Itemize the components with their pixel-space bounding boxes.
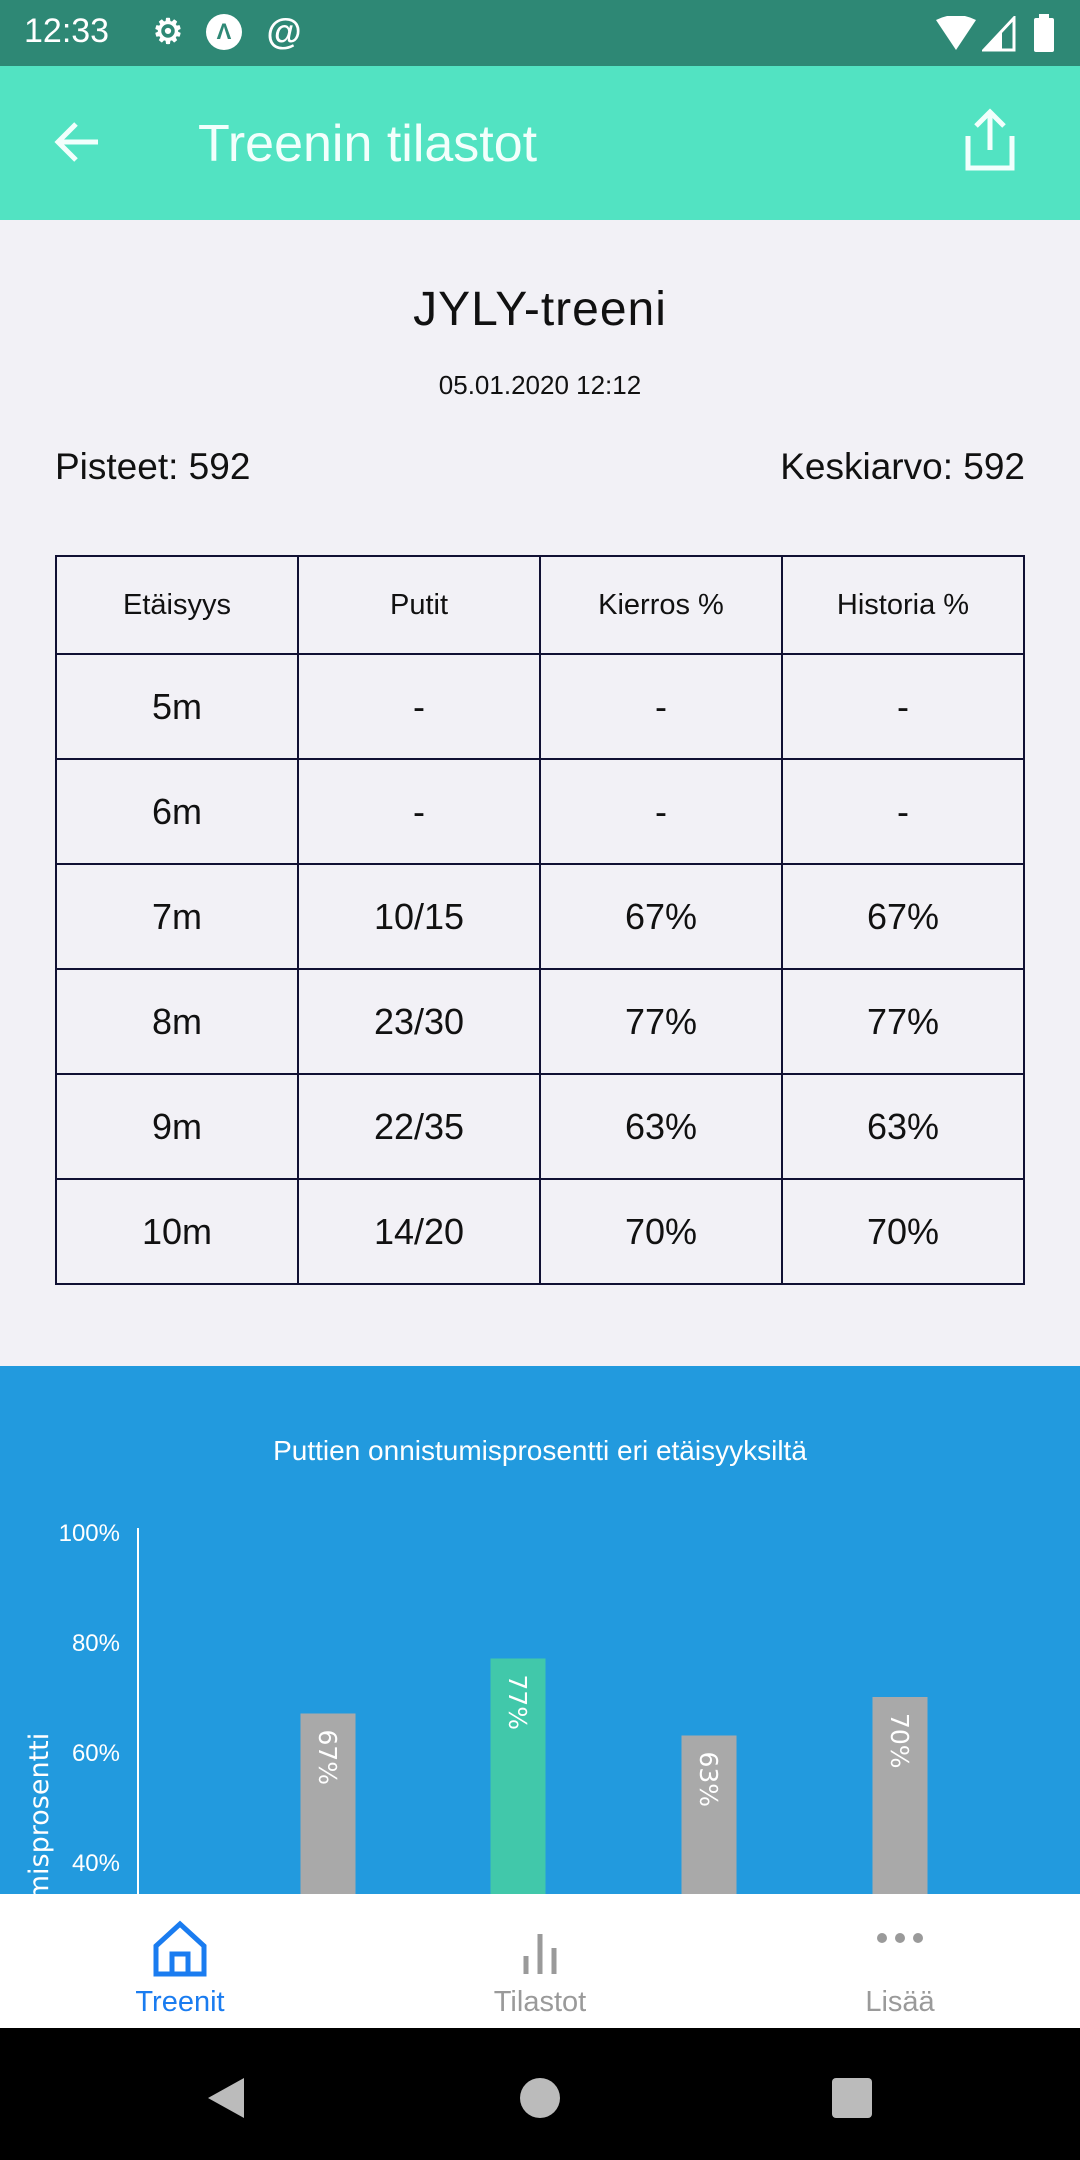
nav-label: Treenit — [135, 1986, 225, 2018]
bar — [490, 1658, 546, 1894]
bar — [872, 1697, 928, 1894]
table-cell: - — [781, 758, 1025, 865]
y-tick-label: 80% — [72, 1630, 120, 1657]
bar-data-label: 70% — [885, 1713, 914, 1769]
table-cell: - — [297, 653, 541, 760]
status-time: 12:33 — [24, 12, 110, 50]
table-cell: - — [539, 653, 783, 760]
a-icon: Λ — [206, 14, 242, 50]
table-cell: 63% — [781, 1073, 1025, 1180]
table-cell: 8m — [55, 968, 299, 1075]
bottom-nav: Treenit Tilastot Lisää — [0, 1894, 1080, 2028]
nav-label: Tilastot — [493, 1986, 587, 2018]
header-cell: Putit — [297, 555, 541, 655]
bar-data-label: 77% — [503, 1675, 532, 1731]
y-tick-label: 60% — [72, 1740, 120, 1767]
table-cell: 22/35 — [297, 1073, 541, 1180]
table-header: Etäisyys Putit Kierros % Historia % — [55, 555, 1025, 655]
success-rate-chart: Puttien onnistumisprosentti eri etäisyyk… — [0, 1366, 1080, 1894]
wifi-icon — [936, 16, 976, 50]
points: Pisteet: 592 — [55, 446, 251, 487]
battery-icon — [1034, 14, 1054, 52]
bar-data-label: 63% — [694, 1752, 723, 1808]
table-row: 5m - - - — [55, 653, 1025, 760]
session-date: 05.01.2020 12:12 — [438, 370, 642, 400]
table-cell: 9m — [55, 1073, 299, 1180]
y-axis-label: Onnistumisprosentti — [24, 1733, 55, 1894]
y-tick-label: 40% — [72, 1850, 120, 1877]
header-cell: Kierros % — [539, 555, 783, 655]
table-cell: 70% — [781, 1178, 1025, 1285]
home-nav-icon[interactable] — [518, 2076, 562, 2120]
table-cell: 77% — [539, 968, 783, 1075]
table-cell: 7m — [55, 863, 299, 970]
recents-nav-icon[interactable] — [830, 2076, 874, 2120]
table-cell: 67% — [781, 863, 1025, 970]
gear-icon: ⚙ — [152, 13, 184, 51]
table-row: 10m 14/20 70% 70% — [55, 1178, 1025, 1285]
system-nav-bar — [0, 2028, 1080, 2160]
table-cell: - — [539, 758, 783, 865]
table-cell: - — [297, 758, 541, 865]
share-icon[interactable] — [960, 106, 1020, 176]
table-cell: 23/30 — [297, 968, 541, 1075]
table-cell: 77% — [781, 968, 1025, 1075]
header-cell: Historia % — [781, 555, 1025, 655]
chart-title: Puttien onnistumisprosentti eri etäisyyk… — [273, 1435, 807, 1466]
back-nav-icon[interactable] — [204, 2076, 248, 2120]
nav-item-tilastot[interactable]: Tilastot — [360, 1894, 720, 2028]
table-row: 9m 22/35 63% 63% — [55, 1073, 1025, 1180]
table-cell: 63% — [539, 1073, 783, 1180]
nav-item-lisaa[interactable]: Lisää — [720, 1894, 1080, 2028]
signal-icon — [982, 16, 1016, 52]
table-cell: 5m — [55, 653, 299, 760]
table-cell: 14/20 — [297, 1178, 541, 1285]
arrow-left-icon[interactable] — [50, 114, 106, 170]
table-cell: 6m — [55, 758, 299, 865]
y-tick-label: 100% — [59, 1520, 120, 1547]
bar — [681, 1735, 737, 1894]
nav-label: Lisää — [865, 1986, 935, 2018]
table-cell: 10/15 — [297, 863, 541, 970]
table-cell: 10m — [55, 1178, 299, 1285]
bar — [300, 1713, 356, 1894]
table-row: 6m - - - — [55, 758, 1025, 865]
page-title: Treenin tilastot — [198, 115, 538, 173]
average: Keskiarvo: 592 — [780, 446, 1025, 487]
table-cell: - — [781, 653, 1025, 760]
status-bar: 12:33 ⚙ Λ @ — [0, 0, 1080, 66]
table-row: 7m 10/15 67% 67% — [55, 863, 1025, 970]
more-icon — [877, 1933, 923, 1943]
header-cell: Etäisyys — [55, 555, 299, 655]
bar-chart-icon — [523, 1934, 557, 1974]
table-cell: 70% — [539, 1178, 783, 1285]
stats-table: Etäisyys Putit Kierros % Historia % 5m - -… — [55, 555, 1025, 1285]
app-bar: Treenin tilastot — [0, 66, 1080, 220]
home-icon — [153, 1920, 207, 1977]
session-name: JYLY-treeni — [413, 283, 667, 336]
nav-item-treenit[interactable]: Treenit — [0, 1894, 360, 2028]
at-icon: @ — [266, 11, 302, 52]
table-cell: 67% — [539, 863, 783, 970]
bar-data-label: 67% — [313, 1730, 342, 1786]
table-row: 8m 23/30 77% 77% — [55, 968, 1025, 1075]
